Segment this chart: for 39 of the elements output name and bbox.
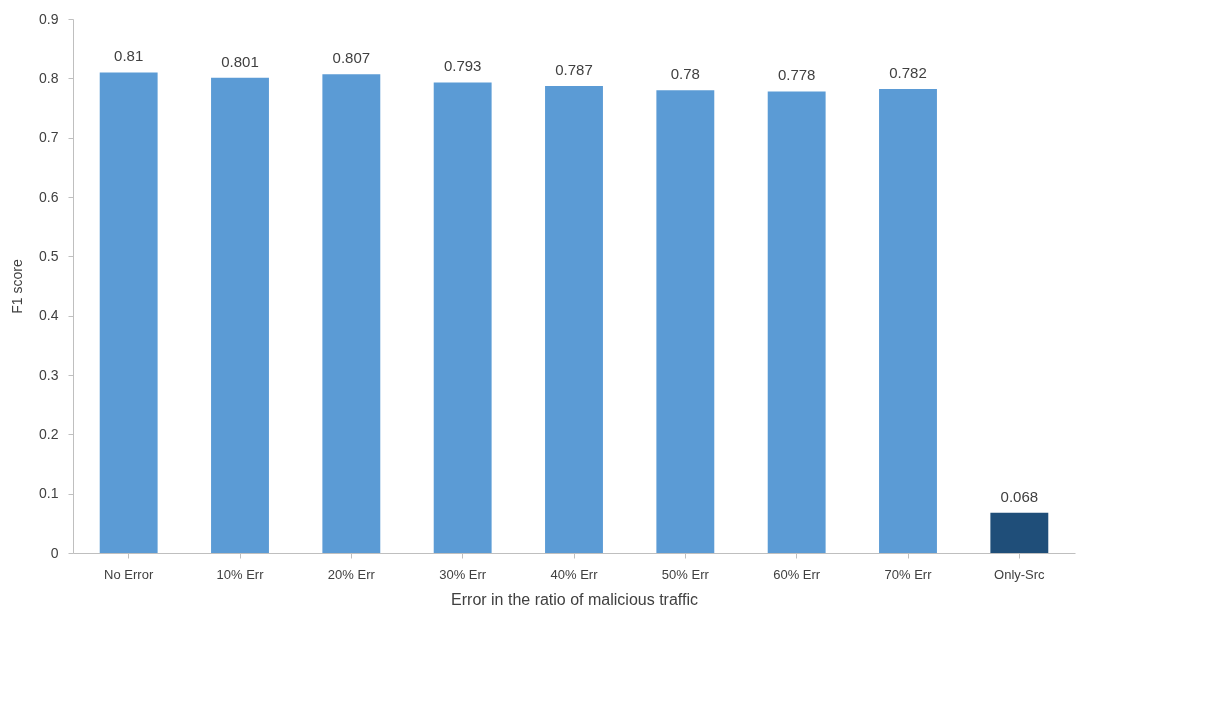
x-tick-label: No Error: [104, 566, 154, 582]
x-tick-label: 40% Err: [550, 566, 599, 582]
bar: [322, 74, 381, 553]
x-axis-title: Error in the ratio of malicious traffic: [451, 590, 698, 608]
bar: [545, 86, 603, 553]
x-tick-label: 20% Err: [327, 566, 376, 582]
y-tick-label: 0.9: [39, 10, 59, 27]
data-label: 0.068: [1000, 487, 1039, 505]
data-label: 0.787: [555, 61, 593, 79]
y-axis-title: F1 score: [9, 259, 26, 314]
bar: [879, 89, 937, 553]
y-tick-label: 0.3: [39, 366, 59, 383]
data-label: 0.78: [670, 65, 700, 83]
bar: [656, 90, 715, 553]
x-tick-label: 50% Err: [661, 566, 710, 582]
x-tick-label: 30% Err: [439, 566, 487, 582]
bar: [767, 91, 826, 553]
bar: [211, 77, 269, 553]
data-label: 0.81: [114, 47, 144, 65]
y-tick-label: 0.4: [39, 307, 59, 324]
bar: [990, 512, 1049, 553]
data-label: 0.807: [332, 49, 371, 67]
y-tick-label: 0.7: [39, 129, 59, 146]
x-tick-label: 70% Err: [884, 566, 933, 582]
y-tick-label: 0.1: [39, 485, 59, 502]
y-tick-label: 0.5: [39, 247, 59, 264]
x-tick-label: 60% Err: [773, 566, 821, 582]
x-tick-label: Only-Src: [994, 566, 1046, 582]
data-label: 0.793: [443, 57, 482, 75]
y-tick-label: 0.6: [39, 188, 59, 205]
y-tick-label: 0.2: [39, 425, 59, 442]
data-label: 0.801: [221, 52, 259, 70]
data-label: 0.778: [777, 66, 816, 84]
y-tick-label: 0.8: [39, 69, 59, 86]
x-tick-label: 10% Err: [216, 566, 265, 582]
bar: [99, 72, 158, 553]
data-label: 0.782: [889, 64, 927, 82]
bar: [433, 82, 492, 553]
y-tick-label: 0: [50, 544, 59, 561]
